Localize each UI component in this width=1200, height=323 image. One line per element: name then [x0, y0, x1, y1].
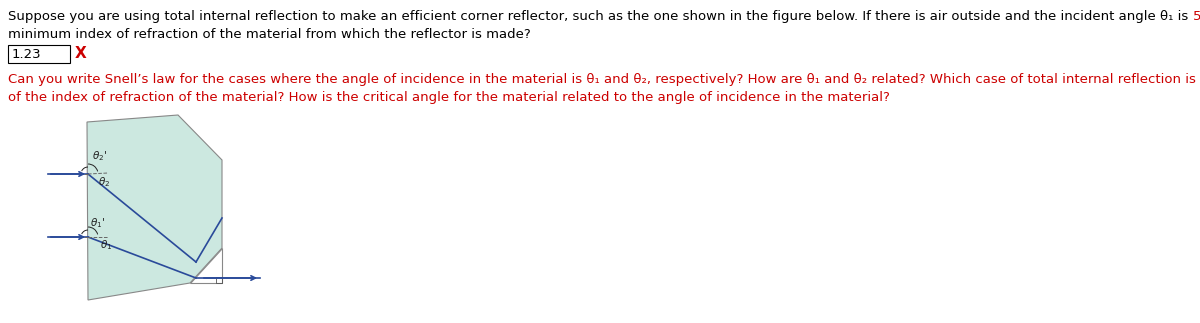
Text: $\theta_1$': $\theta_1$' [90, 216, 106, 230]
Text: $\theta_1$: $\theta_1$ [100, 238, 112, 252]
Text: X: X [74, 47, 86, 61]
Text: minimum index of refraction of the material from which the reflector is made?: minimum index of refraction of the mater… [8, 28, 530, 41]
Text: Suppose you are using total internal reflection to make an efficient corner refl: Suppose you are using total internal ref… [8, 10, 1193, 23]
Polygon shape [88, 115, 222, 300]
Text: of the index of refraction of the material? How is the critical angle for the ma: of the index of refraction of the materi… [8, 91, 890, 104]
Text: 1.23: 1.23 [12, 47, 42, 60]
Bar [216, 277, 222, 283]
Text: 54.6°: 54.6° [1193, 10, 1200, 23]
Text: Can you write Snell’s law for the cases where the angle of incidence in the mate: Can you write Snell’s law for the cases … [8, 73, 1200, 86]
Text: $\theta_2$: $\theta_2$ [98, 175, 110, 189]
Bar [8, 45, 70, 63]
Polygon shape [190, 248, 222, 283]
Text: $\theta_2$': $\theta_2$' [92, 149, 108, 163]
